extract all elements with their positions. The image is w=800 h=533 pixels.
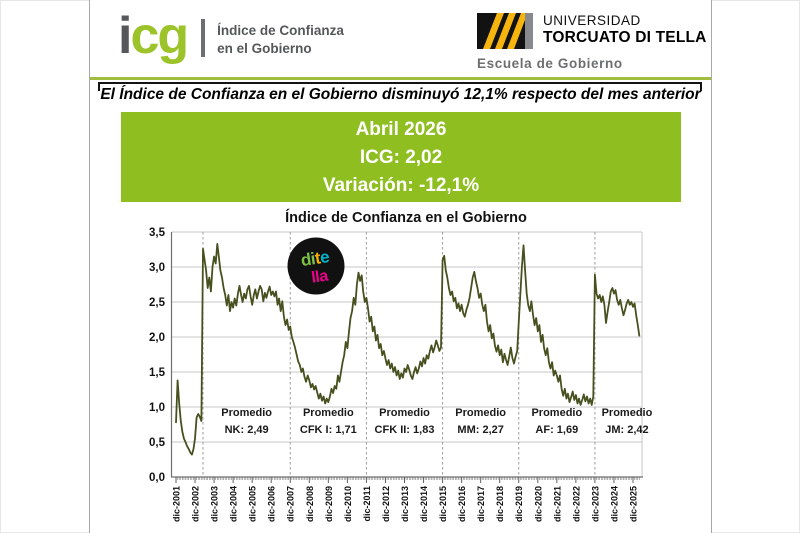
x-axis-label: dic-2004 <box>229 486 239 522</box>
x-axis-label: dic-2014 <box>419 486 429 522</box>
y-axis-label: 2,0 <box>149 332 165 344</box>
x-axis-label: dic-2007 <box>286 486 296 522</box>
icg-tagline-line2: en el Gobierno <box>217 41 312 56</box>
ditella-line1: dite <box>300 247 331 270</box>
y-axis-label: 0,5 <box>149 437 166 449</box>
avg-annotation-value: MM: 2,27 <box>457 424 503 436</box>
x-axis-label: dic-2013 <box>400 486 410 522</box>
x-axis-label: dic-2011 <box>362 486 372 522</box>
x-axis-label: dic-2015 <box>438 486 448 522</box>
avg-annotation-value: CFK II: 1,83 <box>375 424 435 436</box>
x-axis-label: dic-2019 <box>514 486 524 522</box>
x-axis-label: dic-2002 <box>191 486 201 522</box>
banner-border-line <box>98 82 702 91</box>
utdt-escuela-de-gobierno: Escuela de Gobierno <box>477 56 623 71</box>
icg-series-line <box>175 242 641 456</box>
icg-letter-i: i <box>118 7 133 65</box>
x-axis-label: dic-2001 <box>172 486 182 522</box>
x-axis-label: dic-2012 <box>381 486 391 522</box>
avg-annotation-value: JM: 2,42 <box>605 424 648 436</box>
y-axis-label: 3,5 <box>149 227 166 239</box>
x-axis-label: dic-2023 <box>590 486 600 522</box>
avg-annotation-title: Promedio <box>531 407 582 419</box>
x-axis-label: dic-2018 <box>495 486 505 522</box>
x-axis-label: dic-2022 <box>571 486 581 522</box>
icg-logo-divider <box>201 19 206 57</box>
summary-month: Abril 2026 <box>355 119 447 140</box>
utdt-logo: UNIVERSIDAD TORCUATO DI TELLA Escuela de… <box>477 13 707 71</box>
avg-annotation-title: Promedio <box>303 407 354 419</box>
summary-variation: Variación: -12,1% <box>322 175 480 196</box>
x-axis-label: dic-2025 <box>628 486 638 522</box>
x-axis-label: dic-2020 <box>533 486 543 522</box>
y-axis-label: 2,5 <box>149 297 166 309</box>
summary-box: Abril 2026 ICG: 2,02 Variación: -12,1% <box>121 112 681 202</box>
y-axis-label: 1,5 <box>149 367 166 379</box>
ditella-logo <box>287 237 345 295</box>
headline-text: El Índice de Confianza en el Gobierno di… <box>100 86 701 103</box>
ditella-line2: lla <box>310 267 329 286</box>
avg-annotation-value: NK: 2,49 <box>225 424 269 436</box>
header-divider-green <box>90 77 711 80</box>
avg-annotation-title: Promedio <box>379 407 430 419</box>
x-axis-label: dic-2005 <box>248 486 258 522</box>
chart-title: Índice de Confianza en el Gobierno <box>285 209 527 226</box>
icg-letters-cg: cg <box>130 7 189 65</box>
x-axis-label: dic-2010 <box>343 486 353 522</box>
icg-logo-word: icg <box>118 10 189 62</box>
utdt-universidad: UNIVERSIDAD <box>543 13 641 28</box>
x-axis-label: dic-2016 <box>457 486 467 522</box>
document-page: icg Índice de Confianza en el Gobierno U… <box>89 0 712 533</box>
avg-annotation-value: AF: 1,69 <box>535 424 578 436</box>
utdt-wordmark: UNIVERSIDAD TORCUATO DI TELLA <box>543 13 707 47</box>
icg-tagline-line1: Índice de Confianza <box>217 23 344 38</box>
icg-chart: Índice de Confianza en el Gobierno 0,0 0,5… <box>149 209 653 522</box>
x-axis-label: dic-2006 <box>267 486 277 522</box>
icg-logo: icg Índice de Confianza en el Gobierno <box>118 10 344 62</box>
y-axis-label: 3,0 <box>149 262 165 274</box>
icg-tagline: Índice de Confianza en el Gobierno <box>217 22 344 58</box>
utdt-stripes-icon <box>477 13 533 49</box>
y-axis-label: 0,0 <box>149 472 165 484</box>
x-axis-label: dic-2008 <box>305 486 315 522</box>
x-axis-label: dic-2024 <box>609 486 619 522</box>
avg-annotation-title: Promedio <box>455 407 506 419</box>
x-axis-label: dic-2003 <box>210 486 220 522</box>
utdt-torcuato-di-tella: TORCUATO DI TELLA <box>543 29 707 46</box>
x-axis-label: dic-2017 <box>476 486 486 522</box>
summary-icg-value: ICG: 2,02 <box>359 147 443 168</box>
x-axis-label: dic-2021 <box>552 486 562 522</box>
y-axis-label: 1,0 <box>149 402 165 414</box>
avg-annotation-value: CFK I: 1,71 <box>300 424 357 436</box>
avg-annotation-title: Promedio <box>221 407 272 419</box>
avg-annotation-title: Promedio <box>602 407 653 419</box>
x-axis-label: dic-2009 <box>324 486 334 522</box>
